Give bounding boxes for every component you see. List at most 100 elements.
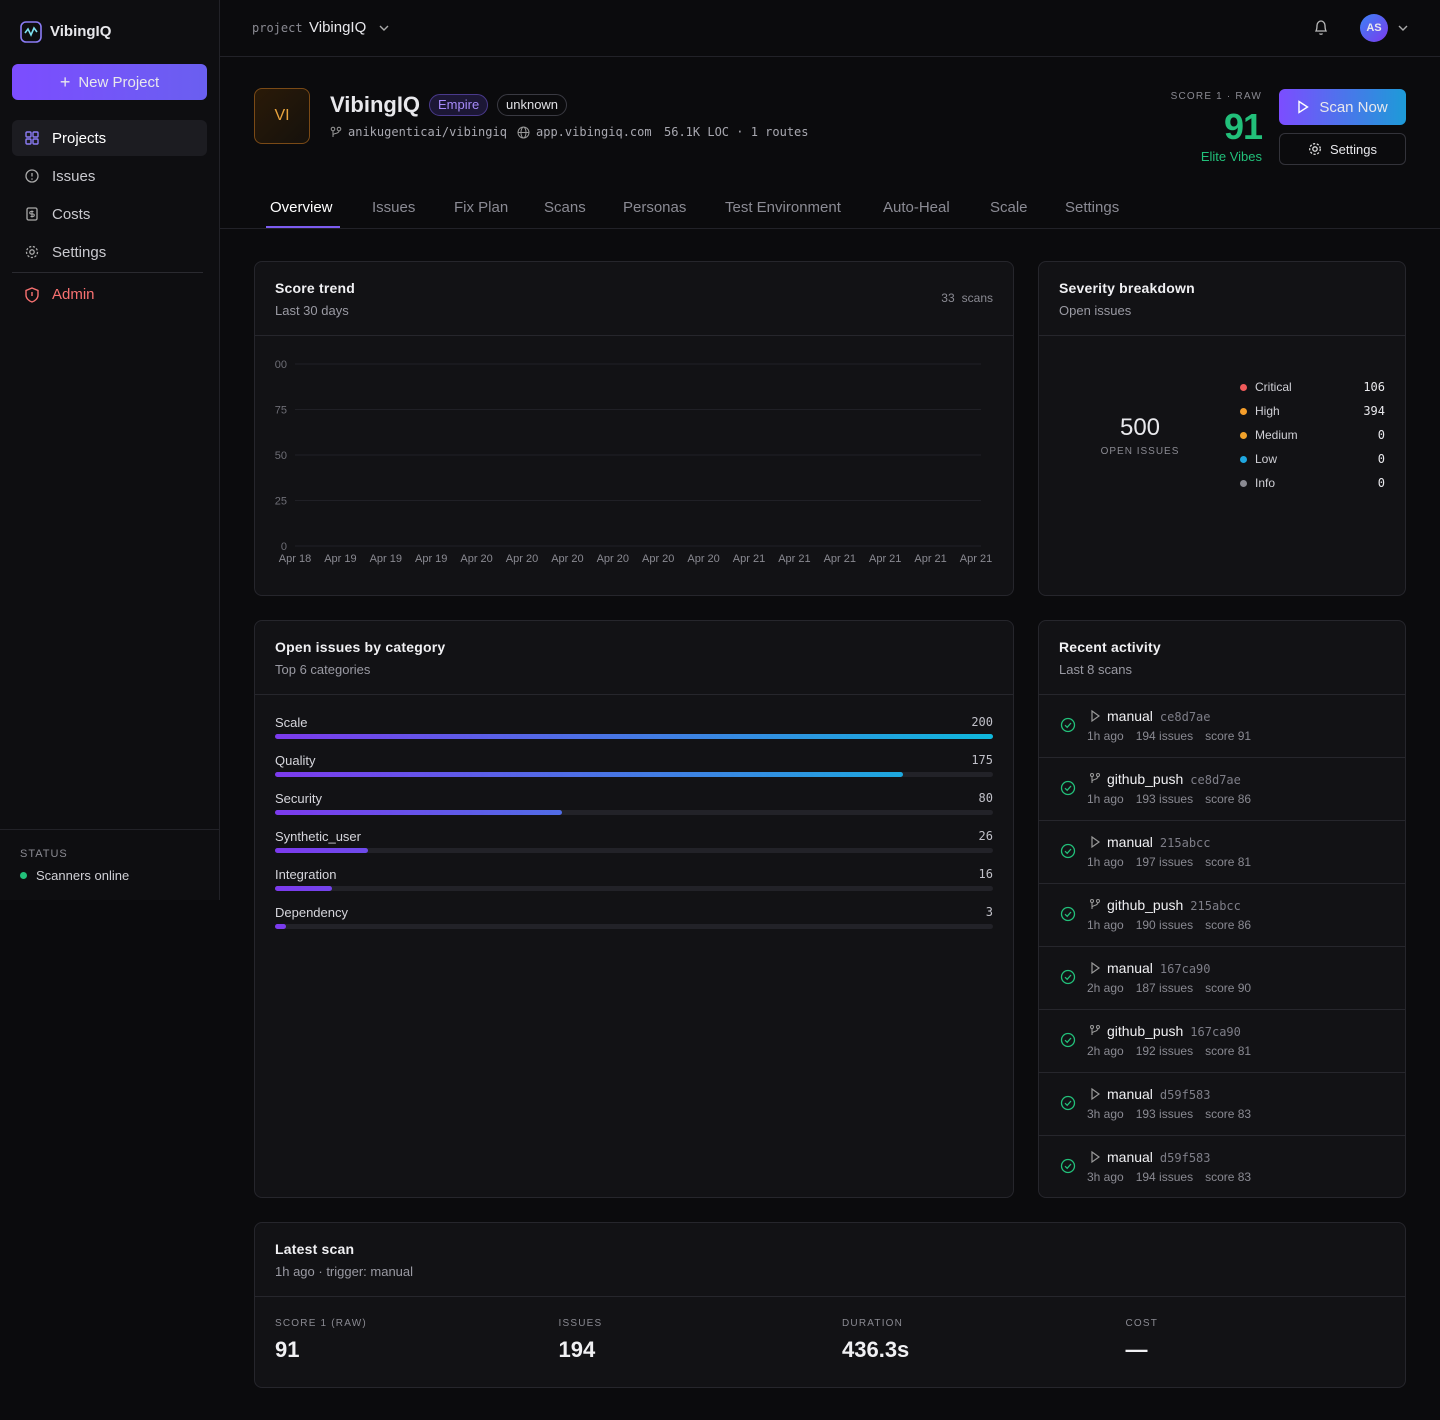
stat-value: — xyxy=(1125,1337,1148,1362)
bar-label: Security xyxy=(275,791,322,806)
activity-score: score 81 xyxy=(1205,855,1252,869)
y-tick-label: 75 xyxy=(275,405,287,417)
activity-title[interactable]: manual d59f583 xyxy=(1107,1149,1211,1165)
legend-dot xyxy=(1240,480,1247,487)
nav-icon xyxy=(25,245,39,259)
admin-link[interactable]: Admin xyxy=(52,286,95,303)
trigger: github_push xyxy=(1107,897,1184,913)
tab[interactable]: Scans xyxy=(544,199,586,216)
tab[interactable]: Issues xyxy=(372,199,416,216)
settings-button[interactable]: Settings xyxy=(1279,133,1406,165)
activity-title[interactable]: manual d59f583 xyxy=(1107,1086,1211,1102)
activity-title[interactable]: github_push 215abcc xyxy=(1107,897,1241,913)
tab-underline xyxy=(266,226,340,228)
trigger: manual xyxy=(1107,708,1153,724)
card-subtitle: Last 8 scans xyxy=(1059,662,1132,677)
legend-label: Low xyxy=(1255,452,1278,466)
legend-value: 394 xyxy=(1363,404,1385,418)
trigger-icon xyxy=(1090,1025,1100,1035)
card-title: Recent activity xyxy=(1059,639,1161,655)
commit: ce8d7ae xyxy=(1190,773,1241,787)
activity-time: 1h ago xyxy=(1087,918,1124,932)
latest-scan-card: Latest scan 1h ago · trigger: manual SCO… xyxy=(254,1222,1406,1388)
card-title: Latest scan xyxy=(275,1241,355,1257)
tab[interactable]: Overview xyxy=(270,199,333,216)
avatar[interactable]: AS xyxy=(1360,14,1388,42)
activity-title[interactable]: manual ce8d7ae xyxy=(1107,708,1211,724)
row-divider xyxy=(1039,1009,1405,1010)
topbar: project VibingIQ AS xyxy=(220,0,1440,57)
activity-time: 3h ago xyxy=(1087,1107,1124,1121)
card-divider xyxy=(1039,335,1405,336)
card-divider xyxy=(255,694,1013,695)
bar-track xyxy=(275,810,993,815)
legend-value: 0 xyxy=(1377,476,1385,490)
activity-issues: 193 issues xyxy=(1135,1107,1194,1121)
x-tick-label: Apr 20 xyxy=(460,553,492,565)
legend-dot xyxy=(1240,384,1247,391)
brand-icon xyxy=(20,21,42,43)
tab[interactable]: Settings xyxy=(1065,199,1120,216)
activity-issues: 190 issues xyxy=(1135,918,1194,932)
trigger: manual xyxy=(1107,1086,1153,1102)
scan-now-label: Scan Now xyxy=(1319,98,1388,116)
bar-label: Synthetic_user xyxy=(275,829,361,844)
play-icon xyxy=(1298,100,1310,114)
trigger: manual xyxy=(1107,960,1153,976)
tab[interactable]: Fix Plan xyxy=(454,199,509,216)
activity-issues: 187 issues xyxy=(1135,981,1194,995)
card-subtitle: Open issues xyxy=(1059,303,1132,318)
bell-icon[interactable] xyxy=(1313,19,1329,37)
nav-item[interactable]: Projects xyxy=(12,120,207,156)
project-name: VibingIQ xyxy=(330,92,421,117)
project-switcher[interactable]: VibingIQ xyxy=(309,19,367,36)
trigger-icon xyxy=(1091,1150,1101,1164)
activity-title[interactable]: github_push ce8d7ae xyxy=(1107,771,1241,787)
settings-label: Settings xyxy=(1330,141,1377,157)
scan-now-button[interactable]: Scan Now xyxy=(1279,89,1406,125)
activity-title[interactable]: manual 167ca90 xyxy=(1107,960,1211,976)
activity-time: 2h ago xyxy=(1087,1044,1124,1058)
row-divider xyxy=(1039,820,1405,821)
commit: ce8d7ae xyxy=(1159,710,1211,724)
commit: d59f583 xyxy=(1159,1088,1211,1102)
domain[interactable]: app.vibingiq.com xyxy=(536,125,652,139)
legend-label: High xyxy=(1255,404,1280,418)
x-tick-label: Apr 19 xyxy=(324,553,356,565)
activity-meta: 1h ago 190 issues score 86 xyxy=(1087,918,1251,932)
activity-score: score 83 xyxy=(1205,1107,1252,1121)
x-tick-label: Apr 21 xyxy=(824,553,856,565)
nav-icon xyxy=(25,131,39,145)
activity-title[interactable]: github_push 167ca90 xyxy=(1107,1023,1241,1039)
legend-value: 0 xyxy=(1377,428,1385,442)
x-tick-label: Apr 21 xyxy=(869,553,901,565)
nav-item[interactable]: Settings xyxy=(52,243,107,261)
divider xyxy=(0,829,219,830)
total-issues: 500 xyxy=(1119,414,1161,441)
legend-dot xyxy=(1240,408,1247,415)
bar xyxy=(275,734,993,739)
chevron xyxy=(1398,25,1408,31)
project-meta: 56.1K LOC · 1 routes xyxy=(664,125,809,139)
new-project-label: New Project xyxy=(78,73,160,91)
tab[interactable]: Test Environment xyxy=(725,199,841,216)
activity-time: 1h ago xyxy=(1087,792,1124,806)
tab[interactable]: Auto-Heal xyxy=(883,199,950,216)
nav-item[interactable]: Issues xyxy=(52,167,96,185)
tab[interactable]: Personas xyxy=(623,199,687,216)
x-tick-label: Apr 20 xyxy=(597,553,629,565)
status-badge: unknown xyxy=(497,94,568,116)
new-project-button[interactable]: + New Project xyxy=(12,64,207,100)
tab[interactable]: Scale xyxy=(990,199,1028,216)
card-subtitle: Top 6 categories xyxy=(275,662,371,677)
activity-title[interactable]: manual 215abcc xyxy=(1107,834,1211,850)
row-divider xyxy=(1039,946,1405,947)
legend-dot xyxy=(1240,456,1247,463)
repo[interactable]: anikugenticai/vibingiq xyxy=(348,125,507,139)
card-divider xyxy=(255,1296,1405,1297)
activity-score: score 83 xyxy=(1205,1170,1252,1184)
card-divider xyxy=(1039,694,1405,695)
admin-icon xyxy=(25,287,39,303)
stat-label: ISSUES xyxy=(558,1318,603,1329)
nav-item[interactable]: Costs xyxy=(52,205,91,223)
